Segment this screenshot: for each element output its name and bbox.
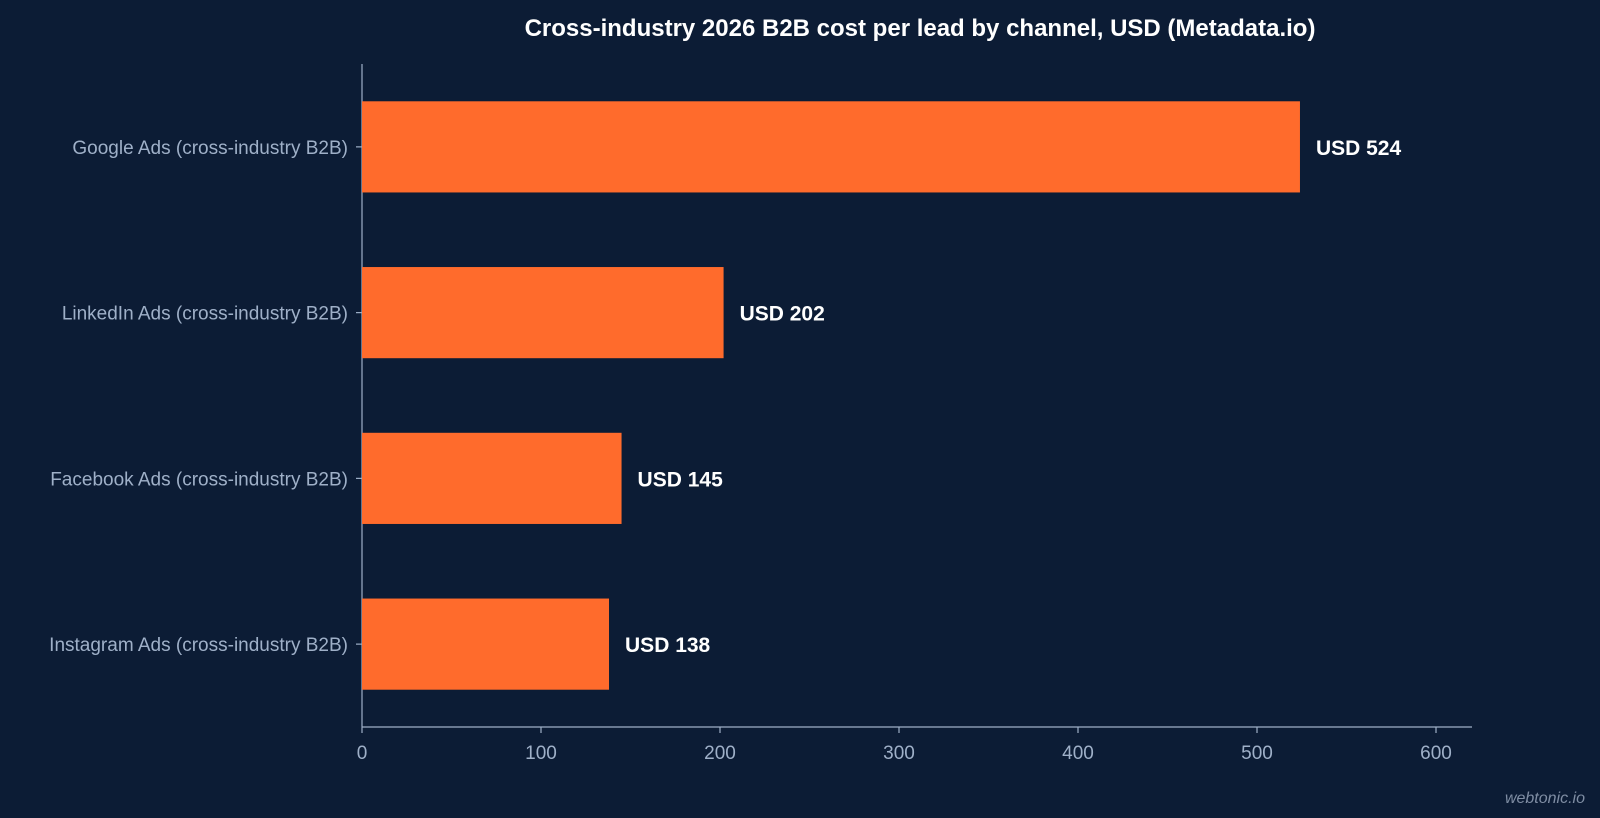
value-label-1: USD 202	[740, 303, 825, 326]
category-label-2: Facebook Ads (cross-industry B2B)	[50, 469, 348, 490]
x-tick-label-4: 400	[1062, 743, 1094, 764]
category-label-0: Google Ads (cross-industry B2B)	[72, 138, 348, 159]
bar-2	[362, 432, 622, 524]
chart-title: Cross-industry 2026 B2B cost per lead by…	[525, 15, 1316, 42]
bar-0	[362, 101, 1300, 193]
value-label-3: USD 138	[625, 634, 711, 657]
x-tick-label-6: 600	[1420, 743, 1452, 764]
bars-layer: Google Ads (cross-industry B2B) USD 524 Li…	[49, 101, 1402, 690]
x-tick-label-1: 100	[525, 743, 557, 764]
x-tick-label-3: 300	[883, 743, 915, 764]
x-ticks-layer: 0 100 200 300 400 500 600	[357, 727, 1452, 764]
x-tick-label-2: 200	[704, 743, 736, 764]
category-label-1: LinkedIn Ads (cross-industry B2B)	[62, 304, 348, 325]
watermark-text: webtonic.io	[1505, 790, 1585, 807]
category-label-3: Instagram Ads (cross-industry B2B)	[49, 635, 348, 656]
value-label-0: USD 524	[1316, 137, 1402, 160]
value-label-2: USD 145	[638, 468, 724, 491]
bar-1	[362, 267, 724, 359]
x-tick-label-5: 500	[1241, 743, 1273, 764]
x-tick-label-0: 0	[357, 743, 368, 764]
bar-3	[362, 598, 610, 690]
